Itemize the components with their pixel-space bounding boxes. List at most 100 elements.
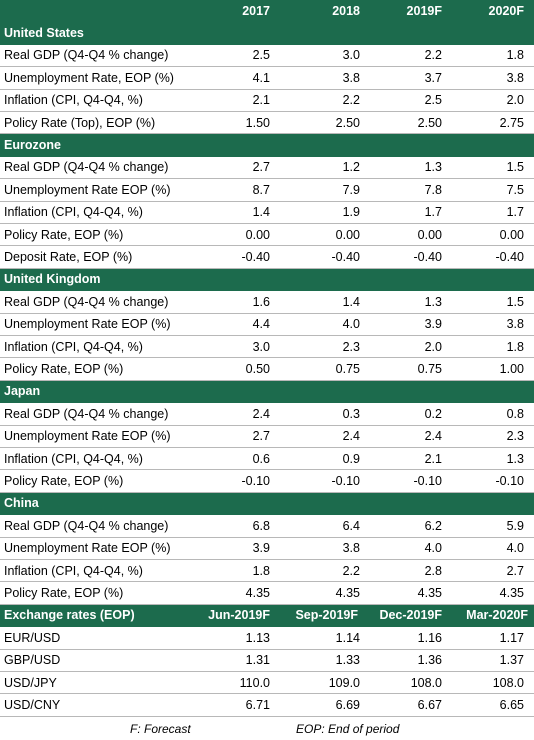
row-label: Deposit Rate, EOP (%) (4, 250, 133, 265)
row-label: Unemployment Rate EOP (%) (4, 429, 171, 444)
section-header-china: China (0, 492, 534, 516)
year-header: 2017 (242, 3, 270, 18)
table-row: GBP/USD 1.31 1.33 1.36 1.37 (0, 650, 534, 672)
value-cell: 0.8 (506, 406, 524, 421)
row-label: Real GDP (Q4-Q4 % change) (4, 48, 169, 63)
value-cell: 3.7 (424, 70, 442, 85)
value-cell: 1.6 (252, 294, 270, 309)
value-cell: 0.50 (245, 362, 270, 377)
table-row: USD/CNY 6.71 6.69 6.67 6.65 (0, 694, 534, 717)
row-label: Inflation (CPI, Q4-Q4, %) (4, 339, 143, 354)
row-label: Inflation (CPI, Q4-Q4, %) (4, 93, 143, 108)
table-row: Unemployment Rate, EOP (%) 4.1 3.8 3.7 3… (0, 67, 534, 90)
section-title: Exchange rates (EOP) (4, 608, 135, 623)
value-cell: 3.9 (252, 541, 270, 556)
value-cell: 2.0 (424, 339, 442, 354)
value-cell: 1.8 (506, 339, 524, 354)
value-cell: -0.40 (241, 250, 271, 265)
year-header: 2019F (406, 3, 442, 18)
value-cell: 2.3 (506, 429, 524, 444)
value-cell: 3.0 (252, 339, 270, 354)
row-label: Unemployment Rate EOP (%) (4, 317, 171, 332)
value-cell: 6.71 (245, 698, 270, 713)
value-cell: -0.40 (413, 250, 443, 265)
value-cell: 1.17 (499, 630, 524, 645)
value-cell: 7.5 (506, 182, 524, 197)
row-label: Inflation (CPI, Q4-Q4, %) (4, 563, 143, 578)
value-cell: 6.67 (417, 698, 442, 713)
value-cell: 0.2 (424, 406, 442, 421)
row-label: Policy Rate (Top), EOP (%) (4, 115, 156, 130)
value-cell: 7.8 (424, 182, 442, 197)
value-cell: 109.0 (328, 675, 360, 690)
value-cell: 1.3 (506, 451, 524, 466)
table-row: Policy Rate, EOP (%) 0.50 0.75 0.75 1.00 (0, 358, 534, 381)
value-cell: 1.8 (252, 563, 270, 578)
row-label: Policy Rate, EOP (%) (4, 474, 124, 489)
value-cell: 1.5 (506, 294, 524, 309)
section-title: United Kingdom (4, 272, 101, 287)
row-label: Unemployment Rate, EOP (%) (4, 70, 174, 85)
value-cell: 2.7 (506, 563, 524, 578)
section-title: United States (4, 26, 84, 41)
value-cell: 1.9 (342, 205, 360, 220)
value-cell: 2.50 (417, 115, 442, 130)
value-cell: 3.9 (424, 317, 442, 332)
value-cell: 3.8 (506, 70, 524, 85)
value-cell: 2.2 (342, 563, 360, 578)
row-label: Unemployment Rate EOP (%) (4, 541, 171, 556)
value-cell: 6.65 (499, 698, 524, 713)
value-cell: 1.16 (417, 630, 442, 645)
table-row: Unemployment Rate EOP (%) 2.7 2.4 2.4 2.… (0, 426, 534, 448)
value-cell: -0.10 (413, 474, 443, 489)
value-cell: 2.5 (252, 48, 270, 63)
value-cell: 4.35 (245, 586, 270, 601)
value-cell: 0.00 (417, 227, 442, 242)
value-cell: 8.7 (252, 182, 270, 197)
table-row: Unemployment Rate EOP (%) 4.4 4.0 3.9 3.… (0, 314, 534, 336)
value-cell: 2.4 (252, 406, 270, 421)
section-title: Eurozone (4, 138, 61, 153)
table-row: USD/JPY 110.0 109.0 108.0 108.0 (0, 672, 534, 695)
table-row: Inflation (CPI, Q4-Q4, %) 1.4 1.9 1.7 1.… (0, 202, 534, 224)
value-cell: 108.0 (410, 675, 442, 690)
value-cell: 4.1 (252, 70, 270, 85)
value-cell: 1.00 (499, 362, 524, 377)
section-header-united-kingdom: United Kingdom (0, 268, 534, 292)
footnote-forecast: F: Forecast (130, 722, 191, 736)
value-cell: -0.10 (495, 474, 525, 489)
value-cell: 1.4 (342, 294, 360, 309)
value-cell: 108.0 (492, 675, 524, 690)
value-cell: 2.75 (499, 115, 524, 130)
value-cell: 1.50 (245, 115, 270, 130)
value-cell: 2.2 (342, 93, 360, 108)
value-cell: 4.35 (335, 586, 360, 601)
year-header: 2020F (488, 3, 524, 18)
table-row: Unemployment Rate EOP (%) 3.9 3.8 4.0 4.… (0, 538, 534, 560)
value-cell: 1.13 (245, 630, 270, 645)
table-row: Policy Rate, EOP (%) 4.35 4.35 4.35 4.35 (0, 582, 534, 605)
row-label: Policy Rate, EOP (%) (4, 227, 124, 242)
table-row: Real GDP (Q4-Q4 % change) 1.6 1.4 1.3 1.… (0, 291, 534, 314)
table-row: Inflation (CPI, Q4-Q4, %) 1.8 2.2 2.8 2.… (0, 560, 534, 583)
value-cell: 1.37 (499, 653, 524, 668)
table-row: Policy Rate (Top), EOP (%) 1.50 2.50 2.5… (0, 112, 534, 135)
row-label: GBP/USD (4, 653, 61, 668)
value-cell: 3.8 (342, 70, 360, 85)
period-header: Mar-2020F (466, 608, 528, 623)
row-label: EUR/USD (4, 630, 61, 645)
section-header-eurozone: Eurozone (0, 134, 534, 157)
row-label: Real GDP (Q4-Q4 % change) (4, 518, 169, 533)
value-cell: 6.4 (342, 518, 360, 533)
value-cell: 4.35 (417, 586, 442, 601)
value-cell: 5.9 (506, 518, 524, 533)
value-cell: 2.5 (424, 93, 442, 108)
value-cell: 1.8 (506, 48, 524, 63)
section-header-exchange-rates: Exchange rates (EOP) Jun-2019F Sep-2019F… (0, 604, 534, 628)
value-cell: 2.50 (335, 115, 360, 130)
value-cell: 2.1 (424, 451, 442, 466)
value-cell: 2.7 (252, 160, 270, 175)
table-row: Deposit Rate, EOP (%) -0.40 -0.40 -0.40 … (0, 246, 534, 269)
value-cell: 0.75 (417, 362, 442, 377)
